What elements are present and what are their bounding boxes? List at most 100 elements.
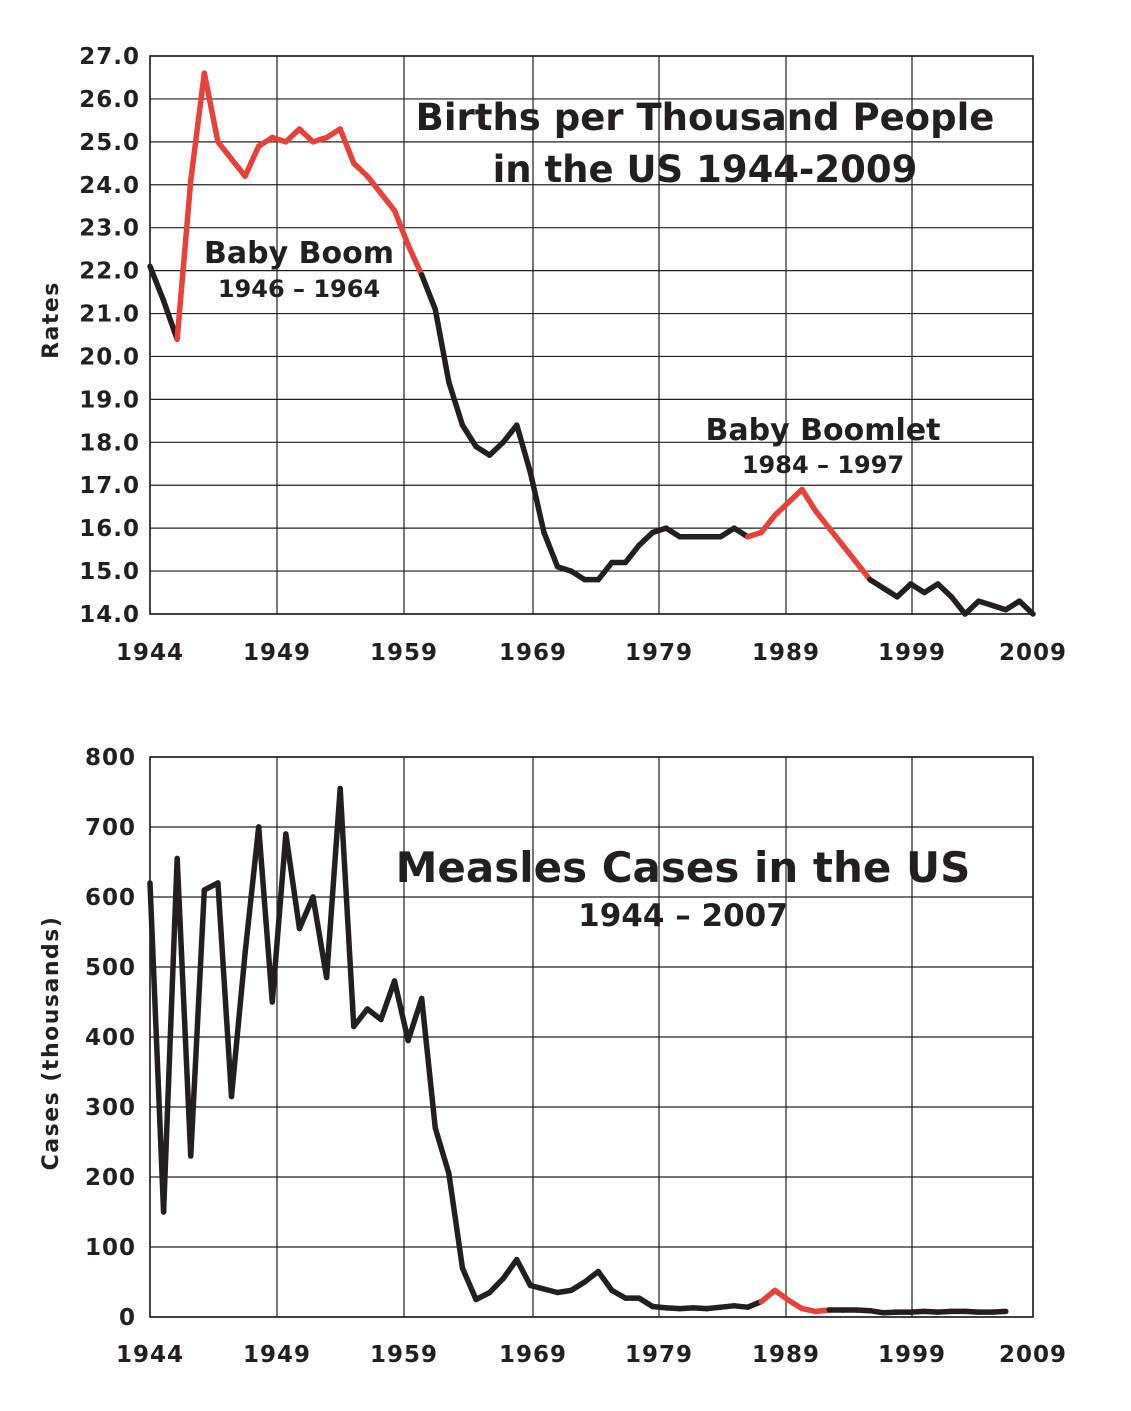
series-line-segment xyxy=(228,156,248,179)
x-tick-label: 1969 xyxy=(499,1342,567,1368)
series-line-segment xyxy=(541,529,561,570)
series-line-segment xyxy=(948,594,968,617)
series-line-segment xyxy=(364,173,384,197)
series-line-segment xyxy=(405,995,425,1044)
series-line-segment xyxy=(188,887,208,1159)
plot-frame xyxy=(149,756,1034,1318)
plot-frame xyxy=(149,55,1034,615)
y-tick-label: 23.0 xyxy=(79,216,140,242)
y-tick-label: 400 xyxy=(85,1025,136,1051)
x-tick-label: 1989 xyxy=(752,640,820,666)
y-tick-label: 17.0 xyxy=(79,473,140,499)
y-tick-label: 700 xyxy=(85,815,136,841)
x-tick-label: 1979 xyxy=(625,1342,693,1368)
series-line-segment xyxy=(310,894,330,981)
series-line-segment xyxy=(283,126,303,145)
y-tick-label: 20.0 xyxy=(79,344,140,370)
series-line-segment xyxy=(459,1265,479,1303)
x-tick-label: 1949 xyxy=(243,640,311,666)
x-tick-label: 1944 xyxy=(116,1342,184,1368)
series-line-segment xyxy=(527,469,547,536)
y-tick-label: 25.0 xyxy=(79,130,140,156)
series-line-segment xyxy=(595,559,615,583)
chart-title-line-1: Births per Thousand People xyxy=(416,96,995,139)
series-line-segment xyxy=(840,542,860,566)
series-line-segment xyxy=(486,439,506,458)
series-line-segment xyxy=(446,1170,466,1271)
y-tick-label: 300 xyxy=(85,1095,136,1121)
x-tick-label: 1944 xyxy=(116,640,184,666)
y-tick-label: 0 xyxy=(119,1305,136,1331)
chart-title-line-2: 1944 – 2007 xyxy=(578,898,788,934)
series-line-segment xyxy=(826,525,846,549)
series-line-segment xyxy=(405,242,425,278)
y-axis-label: Cases (thousands) xyxy=(39,916,64,1171)
x-tick-label: 1969 xyxy=(499,640,567,666)
x-tick-label: 1959 xyxy=(370,1342,438,1368)
x-tick-label: 1999 xyxy=(878,640,946,666)
series-line-segment xyxy=(391,978,411,1044)
annotation-label: Baby Boom xyxy=(204,236,394,271)
series-line-segment xyxy=(174,855,194,1159)
series-line-segment xyxy=(201,70,221,145)
annotation-sublabel: 1984 – 1997 xyxy=(742,451,904,479)
series-line-segment xyxy=(391,207,411,248)
series-line-segment xyxy=(514,1256,534,1289)
series-line-segment xyxy=(935,581,955,600)
series-line-segment xyxy=(147,263,167,304)
series-line-segment xyxy=(581,1268,602,1285)
series-line-segment xyxy=(351,1006,371,1030)
series-line-segment xyxy=(1016,598,1036,617)
series-line-segment xyxy=(772,499,792,519)
series-line-segment xyxy=(215,139,235,162)
y-tick-label: 16.0 xyxy=(79,516,140,542)
series-line-segment xyxy=(215,880,235,1100)
y-tick-label: 500 xyxy=(85,955,136,981)
x-tick-label: 2009 xyxy=(999,640,1067,666)
y-tick-label: 15.0 xyxy=(79,559,140,585)
series-line-segment xyxy=(418,995,439,1131)
series-line-segment xyxy=(500,422,520,446)
annotation-sublabel: 1946 – 1964 xyxy=(218,275,380,303)
x-tick-label: 1959 xyxy=(370,640,438,666)
series-line-segment xyxy=(351,160,371,179)
series-line-segment xyxy=(989,1308,1009,1315)
series-line-segment xyxy=(459,422,479,450)
y-tick-label: 27.0 xyxy=(79,44,140,70)
y-tick-label: 100 xyxy=(85,1235,136,1261)
births-chart: 27.0 26.0 25.0 24.0 23.0 22.0 21.0 20.0 19.0 18.0… xyxy=(39,44,1067,666)
series-line-segment xyxy=(337,785,357,1030)
series-line-segment xyxy=(772,1287,792,1303)
series-line-segment xyxy=(446,379,466,428)
y-tick-label: 24.0 xyxy=(79,173,140,199)
y-axis-label: Rates xyxy=(39,281,64,359)
series-line-segment xyxy=(758,1287,778,1305)
series-line-segment xyxy=(962,598,982,617)
series-line-segment xyxy=(785,486,805,506)
y-tick-label: 200 xyxy=(85,1165,136,1191)
x-tick-label: 1979 xyxy=(625,640,693,666)
y-tick-label: 600 xyxy=(85,885,136,911)
chart-title-line-1: Measles Cases in the US xyxy=(396,843,971,892)
series-line-segment xyxy=(242,143,262,179)
series-line-segment xyxy=(378,190,398,214)
series-line-segment xyxy=(337,126,357,167)
series-line-segment xyxy=(486,1275,506,1296)
y-tick-label: 26.0 xyxy=(79,87,140,113)
y-tick-label: 19.0 xyxy=(79,387,140,413)
series-line-segment xyxy=(255,824,276,1005)
series-line-segment xyxy=(595,1268,615,1294)
series-line-segment xyxy=(378,978,398,1023)
series-line-segment xyxy=(500,1256,520,1282)
series-line-segment xyxy=(514,422,534,476)
series-line-segment xyxy=(758,512,778,536)
x-tick-label: 1989 xyxy=(752,1342,820,1368)
y-tick-label: 21.0 xyxy=(79,302,140,328)
series-line-segment xyxy=(174,177,194,343)
annotation-label: Baby Boomlet xyxy=(706,413,941,448)
series-line-segment xyxy=(269,831,289,1005)
x-tick-label: 2009 xyxy=(999,1342,1067,1368)
series-line-segment xyxy=(242,824,262,956)
y-tick-label: 18.0 xyxy=(79,430,140,456)
